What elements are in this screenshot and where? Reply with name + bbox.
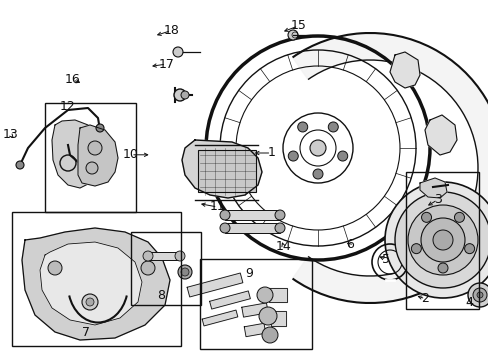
Polygon shape [244,323,265,337]
Text: 9: 9 [245,267,253,280]
Circle shape [86,298,94,306]
Bar [224,223,280,233]
Polygon shape [202,310,237,326]
Circle shape [220,223,229,233]
Polygon shape [187,273,243,297]
Text: 1: 1 [267,147,275,159]
Bar [405,172,478,309]
Text: 6: 6 [345,238,353,251]
Circle shape [337,151,347,161]
Text: 4: 4 [465,296,472,309]
Bar [131,232,201,305]
Circle shape [16,161,24,169]
Polygon shape [292,33,488,303]
Bar [45,103,136,212]
Circle shape [82,294,98,310]
Circle shape [175,251,184,261]
Circle shape [472,288,486,302]
Bar [198,150,256,192]
Bar [12,212,181,346]
Text: 10: 10 [123,148,139,161]
Text: 8: 8 [157,289,165,302]
Text: 13: 13 [3,129,19,141]
Polygon shape [389,52,419,88]
Circle shape [174,89,185,101]
Text: 2: 2 [421,292,428,305]
Circle shape [410,244,421,254]
Circle shape [259,307,276,325]
Bar [148,252,180,260]
Circle shape [274,210,285,220]
Circle shape [327,122,338,132]
Circle shape [312,169,323,179]
Polygon shape [182,140,262,198]
Bar [224,210,280,220]
Polygon shape [52,120,100,188]
Text: 15: 15 [290,19,305,32]
Circle shape [274,223,285,233]
Circle shape [407,205,477,275]
Polygon shape [78,125,118,186]
Polygon shape [270,310,285,325]
Text: 17: 17 [158,58,174,71]
Polygon shape [268,288,286,302]
Circle shape [96,124,104,132]
Circle shape [464,244,474,254]
Circle shape [181,268,189,276]
Circle shape [420,218,464,262]
Bar [199,259,311,349]
Polygon shape [419,178,446,198]
Text: 3: 3 [433,193,441,206]
Text: 11: 11 [209,201,225,213]
Polygon shape [22,228,170,340]
Circle shape [181,91,189,99]
Text: 16: 16 [64,73,80,86]
Circle shape [476,292,482,298]
Circle shape [394,192,488,288]
Polygon shape [40,242,142,325]
Circle shape [437,263,447,273]
Text: 5: 5 [382,253,389,266]
Text: 18: 18 [163,24,179,37]
Circle shape [287,30,297,40]
Circle shape [297,122,307,132]
Text: 7: 7 [81,327,89,339]
Circle shape [432,230,452,250]
Circle shape [220,210,229,220]
Polygon shape [242,303,267,317]
Circle shape [421,212,430,222]
Circle shape [257,287,272,303]
Circle shape [441,232,457,248]
Circle shape [173,47,183,57]
Text: 12: 12 [60,100,75,113]
Circle shape [453,212,464,222]
Polygon shape [424,115,456,155]
Circle shape [262,327,278,343]
Circle shape [178,265,192,279]
Circle shape [88,141,102,155]
Circle shape [142,251,153,261]
Polygon shape [209,291,250,309]
Circle shape [86,162,98,174]
Circle shape [309,140,325,156]
Text: 14: 14 [275,240,291,253]
Circle shape [48,261,62,275]
Circle shape [141,261,155,275]
Circle shape [467,283,488,307]
Circle shape [384,182,488,298]
Circle shape [288,151,298,161]
